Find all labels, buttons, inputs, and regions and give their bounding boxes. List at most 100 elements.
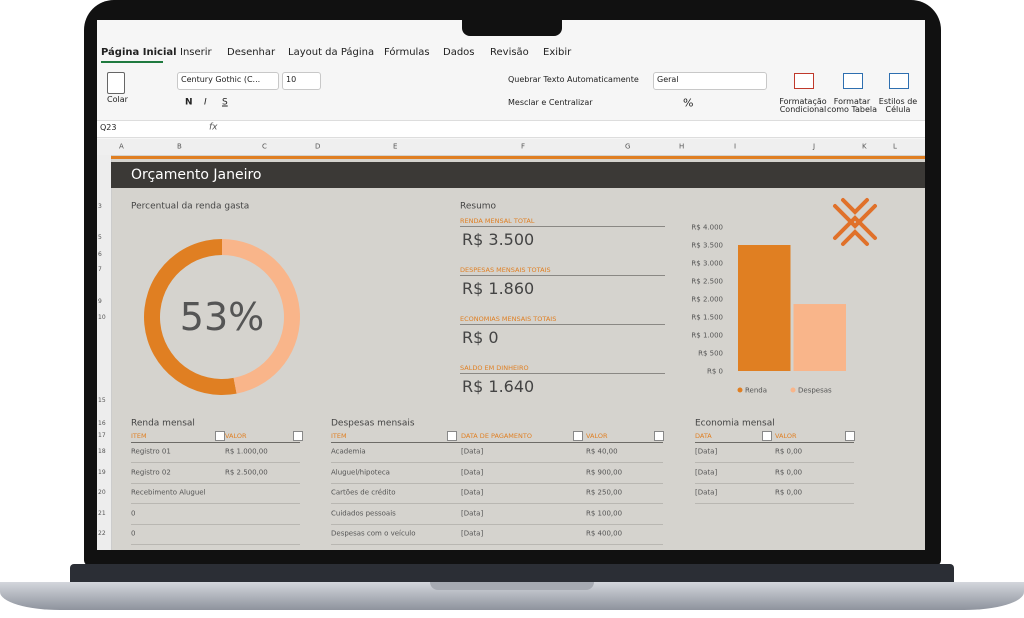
size-box[interactable] [282, 72, 321, 90]
table-cell[interactable]: Academia [331, 447, 366, 456]
font-style-button[interactable]: S [222, 97, 228, 108]
ribbon-tab[interactable]: Exibir [543, 47, 572, 58]
table-cell[interactable]: Aluguel/hipoteca [331, 468, 390, 476]
table-cell[interactable]: R$ 0,00 [775, 468, 803, 476]
summary-title: Resumo [460, 201, 497, 212]
table-cell[interactable]: R$ 400,00 [586, 529, 623, 538]
table-cell[interactable]: R$ 1.000,00 [225, 447, 268, 456]
table-cell[interactable]: R$ 250,00 [586, 488, 623, 497]
style-icon[interactable] [843, 73, 863, 89]
ribbon-tab[interactable]: Página Inicial [101, 47, 177, 58]
table-cell[interactable]: [Data] [461, 488, 484, 497]
font-name[interactable]: Century Gothic (C... [181, 75, 261, 84]
row-header[interactable]: 21 [98, 510, 106, 517]
table-cell[interactable]: [Data] [461, 447, 484, 456]
row-header[interactable]: 22 [98, 530, 106, 537]
column-header[interactable]: C [262, 142, 267, 151]
row-header[interactable]: 7 [98, 266, 102, 273]
row-header[interactable]: 9 [98, 298, 102, 305]
column-header[interactable]: H [679, 142, 685, 151]
table-cell[interactable]: R$ 2.500,00 [225, 468, 268, 476]
column-header[interactable]: G [625, 142, 631, 151]
row-header[interactable]: 6 [98, 251, 102, 258]
paste-label[interactable]: Colar [107, 95, 128, 104]
row-header[interactable]: 3 [98, 203, 102, 210]
summary-value: R$ 3.500 [462, 230, 535, 249]
table-cell[interactable]: 0 [131, 509, 136, 517]
table-cell[interactable]: Cuidados pessoais [331, 509, 396, 517]
filter-button[interactable] [654, 431, 664, 441]
merge-button[interactable]: Mesclar e Centralizar [508, 98, 593, 107]
filter-button[interactable] [215, 431, 225, 441]
style-icon[interactable] [794, 73, 814, 89]
number-format-box[interactable] [653, 72, 767, 90]
row-header[interactable]: 17 [98, 432, 106, 439]
table-cell[interactable]: Registro 02 [131, 468, 171, 476]
filter-button[interactable] [293, 431, 303, 441]
table-cell[interactable]: Despesas com o veículo [331, 529, 416, 538]
row-header[interactable]: 20 [98, 489, 106, 496]
column-header[interactable]: B [177, 142, 182, 151]
table-cell[interactable]: Recebimento Aluguel [131, 488, 206, 497]
y-tick-label: R$ 2.500 [691, 278, 723, 286]
filter-button[interactable] [573, 431, 583, 441]
ribbon-tab[interactable]: Desenhar [227, 47, 276, 58]
number-format[interactable]: Geral [657, 75, 679, 84]
table-cell[interactable]: R$ 40,00 [586, 447, 618, 456]
column-header[interactable]: E [393, 142, 398, 151]
row-header[interactable]: 5 [98, 234, 102, 241]
table-cell[interactable]: [Data] [461, 529, 484, 538]
camera-notch [462, 14, 562, 36]
table-cell[interactable]: R$ 100,00 [586, 509, 623, 517]
style-button[interactable]: Formatação Condicional [779, 97, 827, 114]
summary-label: SALDO EM DINHEIRO [460, 363, 529, 372]
ribbon-tab[interactable]: Inserir [180, 47, 212, 58]
filter-button[interactable] [447, 431, 457, 441]
font-style-button[interactable]: I [204, 97, 207, 108]
column-header[interactable]: F [521, 142, 526, 151]
table-cell[interactable]: [Data] [695, 468, 718, 476]
row-header[interactable]: 15 [98, 397, 106, 404]
row-header[interactable]: 16 [98, 420, 106, 427]
column-header[interactable]: D [315, 142, 321, 151]
table-cell[interactable]: [Data] [461, 468, 484, 476]
column-header[interactable]: L [893, 142, 897, 151]
column-header[interactable]: A [119, 142, 124, 151]
paste-icon[interactable] [107, 72, 125, 94]
font-size[interactable]: 10 [286, 75, 297, 84]
style-icon[interactable] [889, 73, 909, 89]
filter-button[interactable] [845, 431, 855, 441]
ribbon-tab[interactable]: Revisão [490, 47, 529, 58]
style-button[interactable]: Formatar como Tabela [826, 97, 878, 114]
row-header-bar [97, 155, 112, 550]
row-header[interactable]: 19 [98, 469, 106, 476]
row-header[interactable]: 18 [98, 448, 106, 455]
column-header[interactable]: I [734, 142, 737, 151]
ribbon-tab[interactable]: Fórmulas [384, 47, 430, 58]
table-cell[interactable]: R$ 0,00 [775, 447, 803, 456]
table-cell[interactable]: 0 [131, 529, 136, 538]
percent-button[interactable]: % [683, 96, 694, 110]
table-cell[interactable]: R$ 900,00 [586, 468, 623, 476]
table-title: Economia mensal [695, 418, 775, 429]
wrap-text-button[interactable]: Quebrar Texto Automaticamente [508, 75, 639, 84]
table-cell[interactable]: R$ 0,00 [775, 488, 803, 497]
table-cell[interactable]: Registro 01 [131, 447, 171, 456]
font-box[interactable] [177, 72, 279, 90]
table-cell[interactable]: Cartões de crédito [331, 488, 396, 497]
filter-button[interactable] [762, 431, 772, 441]
table-cell[interactable]: [Data] [695, 447, 718, 456]
column-header[interactable]: K [862, 142, 867, 151]
summary-rule [460, 226, 665, 227]
header-rule [695, 442, 854, 443]
ribbon-tab[interactable]: Dados [443, 47, 475, 58]
ribbon-tab[interactable]: Layout da Página [288, 47, 375, 58]
style-button[interactable]: Estilos de Célula [878, 97, 918, 114]
font-style-button[interactable]: N [185, 97, 193, 108]
table-cell[interactable]: [Data] [695, 488, 718, 497]
column-header[interactable]: J [813, 142, 816, 151]
name-box[interactable]: Q23 [100, 123, 117, 132]
table-cell[interactable]: [Data] [461, 509, 484, 517]
row-header[interactable]: 10 [98, 314, 106, 321]
table-title: Renda mensal [131, 418, 195, 429]
